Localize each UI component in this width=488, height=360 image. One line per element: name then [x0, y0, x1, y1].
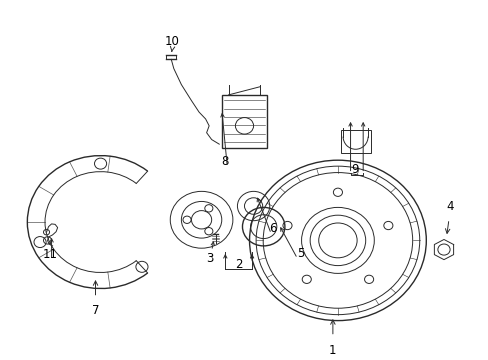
- Text: 11: 11: [42, 248, 58, 261]
- Text: 8: 8: [221, 155, 228, 168]
- Text: 4: 4: [446, 200, 453, 213]
- Text: 7: 7: [92, 303, 99, 317]
- Bar: [222, 95, 266, 148]
- Text: 1: 1: [328, 343, 336, 356]
- Text: 6: 6: [268, 222, 276, 235]
- Text: 10: 10: [164, 35, 180, 48]
- Text: 3: 3: [206, 252, 213, 265]
- Text: 9: 9: [350, 163, 358, 176]
- Text: 5: 5: [297, 247, 304, 260]
- Text: 2: 2: [234, 258, 242, 271]
